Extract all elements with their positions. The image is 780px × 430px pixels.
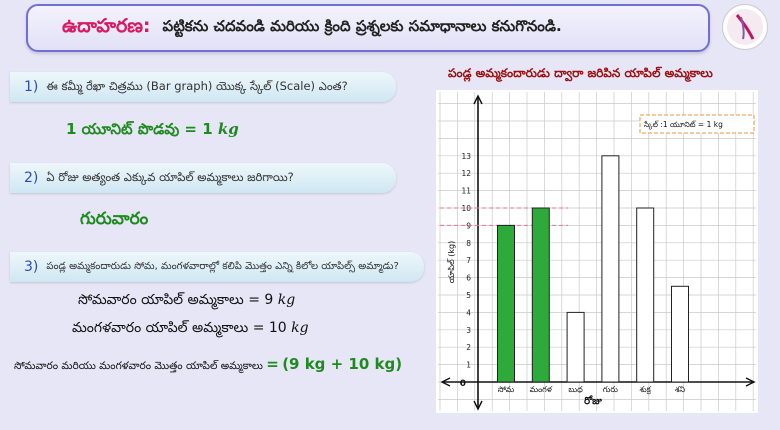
x-axis-arrow-left [440,377,451,387]
origin-label: 0 [460,379,466,389]
x-tick-label: బుధ [568,385,583,394]
bar-chart: 123456789101112130సోమమంగళబుధగురుశుక్రశని… [436,90,758,413]
y-tick-label: 7 [466,256,471,265]
title-bar: ఉదాహరణ: పట్టికను చదవండి మరియు క్రింది ప్… [26,4,710,52]
y-tick-label: 11 [461,187,471,196]
answer-value: 9 [264,292,274,308]
bar-1 [531,207,550,383]
answer-2: గురువారం [80,209,149,229]
answer-unit: kg [291,320,309,336]
answer-label: 1 యూనిట్ పొడవు [66,120,180,138]
question-3: 3) పండ్ల అమ్మకందారుడు సోమ, మంగళవారాల్లో … [10,252,424,282]
bar-2 [566,311,585,383]
y-tick-label: 8 [466,239,471,248]
chart-panel [436,90,758,413]
x-tick-label: సోమ [498,385,515,394]
equals-sign: = [184,120,197,138]
question-text: ఈ కమ్మీ రేఖా చిత్రము (Bar graph) యొక్క స… [46,78,348,93]
example-label: ఉదాహరణ: [62,14,151,37]
answer-1: 1 యూనిట్ పొడవు = 1 kg [66,120,239,142]
x-axis-label: రోజు [584,395,602,407]
answer-label: సోమవారం యాపిల్ అమ్మకాలు [78,292,244,308]
answer-label: మంగళవారం యాపిల్ అమ్మకాలు [72,320,249,336]
question-text: పండ్ల అమ్మకందారుడు సోమ, మంగళవారాల్లో కలి… [46,261,399,272]
answer-value: 10 [268,320,287,336]
bar-3 [601,155,620,383]
y-tick-label: 2 [466,343,471,352]
equals-sign: = [252,320,265,336]
y-tick-label: 3 [466,326,471,335]
equals-sign: = [248,292,260,308]
y-tick-label: 6 [466,274,471,283]
y-tick-label: 13 [461,152,471,161]
y-tick-label: 5 [466,291,471,300]
bar-4 [636,207,655,383]
question-1: 1) ఈ కమ్మీ రేఖా చిత్రము (Bar graph) యొక్… [10,72,396,102]
answer-expression: (9 kg + 10 kg) [282,355,403,373]
y-axis-label: యాపిల్ (kg) [447,241,456,283]
question-number: 1) [24,79,39,95]
question-text: ఏ రోజు అత్యంత ఎక్కువ యాపిల్ అమ్మకాలు జరి… [46,169,294,184]
brand-logo [722,4,768,50]
question-number: 2) [24,170,39,186]
answer-label: సోమవారం మరియు మంగళవారం మొత్తం యాపిల్ అమ్… [14,360,263,372]
equals-sign: = [266,355,279,373]
answer-unit: kg [277,292,296,308]
answer-unit: kg [217,120,239,138]
y-axis-arrow-down [473,400,483,411]
scale-note: స్కేల్ :1 యూనిట్ = 1 kg [643,120,723,130]
scale-box [639,114,755,134]
y-axis-arrow [473,94,483,105]
bar-0 [497,224,515,383]
question-2: 2) ఏ రోజు అత్యంత ఎక్కువ యాపిల్ అమ్మకాలు … [10,163,396,193]
y-tick-label: 1 [466,361,471,370]
x-tick-label: గురు [603,385,618,394]
instruction-text: పట్టికను చదవండి మరియు క్రింది ప్రశ్నలకు … [162,17,562,35]
y-tick-label: 4 [466,308,471,317]
chart-title: పండ్ల అమ్మకందారుడు ద్వారా జరిపిన యాపిల్ … [448,66,713,80]
question-number: 3) [24,259,39,275]
answer-3-total: సోమవారం మరియు మంగళవారం మొత్తం యాపిల్ అమ్… [14,355,402,375]
bar-5 [671,285,689,383]
x-axis-arrow [745,377,756,387]
x-tick-label: శని [675,385,685,394]
x-tick-label: మంగళ [530,385,553,394]
logo-icon [727,9,763,45]
y-tick-label: 10 [461,204,471,213]
y-tick-label: 12 [461,169,471,178]
answer-3-tuesday: మంగళవారం యాపిల్ అమ్మకాలు = 10 kg [72,320,309,339]
answer-3-monday: సోమవారం యాపిల్ అమ్మకాలు = 9 kg [78,292,295,311]
x-tick-label: శుక్ర [640,385,652,395]
answer-value: 1 [202,120,213,138]
